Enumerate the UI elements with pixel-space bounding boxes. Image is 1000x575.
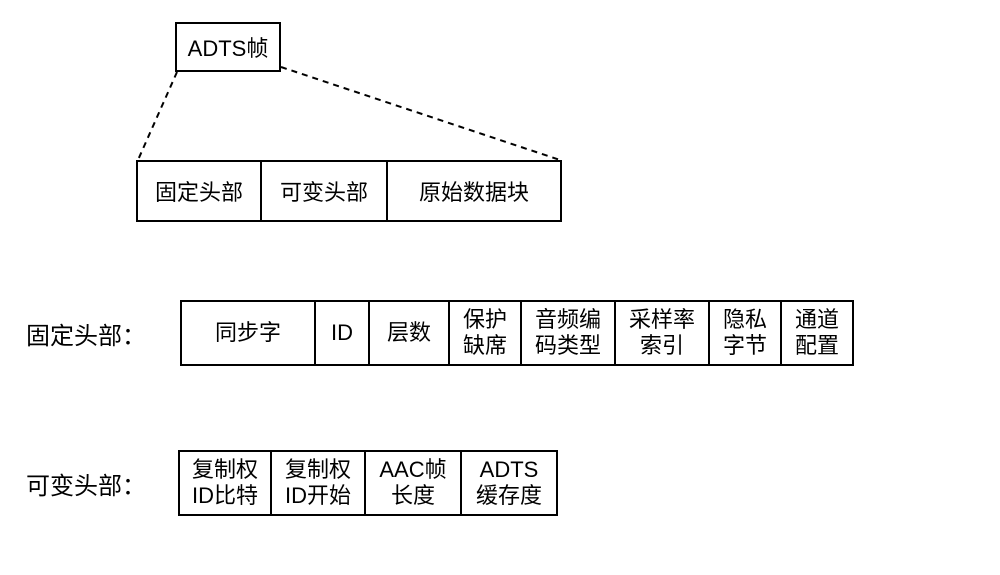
cell-line1: ID (331, 320, 353, 346)
cell: 保护缺席 (450, 300, 522, 366)
variable-header-label-text: 可变头部： (26, 466, 146, 501)
cell-line2: 码类型 (535, 333, 601, 359)
cell-label: 原始数据块 (419, 175, 529, 207)
cell-line2: 缓存度 (476, 483, 542, 509)
cell-line1: 层数 (387, 320, 431, 346)
variable-header-row: 复制权ID比特复制权ID开始AAC帧长度ADTS缓存度 (178, 450, 558, 516)
adts-frame-box: ADTS帧 (175, 22, 281, 72)
cell-line2: 长度 (391, 483, 435, 509)
cell: 通道配置 (782, 300, 854, 366)
cell: 隐私字节 (710, 300, 782, 366)
cell-label: 可变头部 (280, 175, 368, 207)
cell: 层数 (370, 300, 450, 366)
cell-line1: 复制权 (285, 457, 351, 483)
cell: 采样率索引 (616, 300, 710, 366)
cell-line1: 采样率 (629, 307, 695, 333)
cell-line1: AAC帧 (379, 457, 446, 483)
cell-line2: 字节 (723, 333, 767, 359)
cell-line2: 缺席 (463, 333, 507, 359)
cell-line1: 复制权 (192, 457, 258, 483)
cell-line2: 索引 (640, 333, 684, 359)
cell: 复制权ID比特 (178, 450, 272, 516)
adts-frame-structure-row: 固定头部 可变头部 原始数据块 (136, 160, 562, 222)
cell-line2: ID开始 (285, 483, 351, 509)
fixed-header-row: 同步字ID层数保护缺席音频编码类型采样率索引隐私字节通道配置 (180, 300, 854, 366)
cell: 音频编码类型 (522, 300, 616, 366)
cell-line1: 同步字 (215, 320, 281, 346)
cell: ID (316, 300, 370, 366)
cell-line1: ADTS (480, 457, 539, 483)
cell-line1: 音频编 (535, 307, 601, 333)
variable-header-label: 可变头部： (26, 466, 146, 501)
cell: 可变头部 (262, 160, 388, 222)
cell: ADTS缓存度 (462, 450, 558, 516)
cell-line2: ID比特 (192, 483, 258, 509)
fixed-header-label: 固定头部： (26, 316, 146, 351)
cell: AAC帧长度 (366, 450, 462, 516)
cell-line2: 配置 (795, 333, 839, 359)
cell-line1: 通道 (795, 307, 839, 333)
adts-frame-label: ADTS帧 (188, 31, 269, 63)
cell-line1: 保护 (463, 307, 507, 333)
cell: 同步字 (180, 300, 316, 366)
cell: 固定头部 (136, 160, 262, 222)
cell: 原始数据块 (388, 160, 562, 222)
cell-label: 固定头部 (155, 175, 243, 207)
cell: 复制权ID开始 (272, 450, 366, 516)
fixed-header-label-text: 固定头部： (26, 316, 146, 351)
cell-line1: 隐私 (723, 307, 767, 333)
